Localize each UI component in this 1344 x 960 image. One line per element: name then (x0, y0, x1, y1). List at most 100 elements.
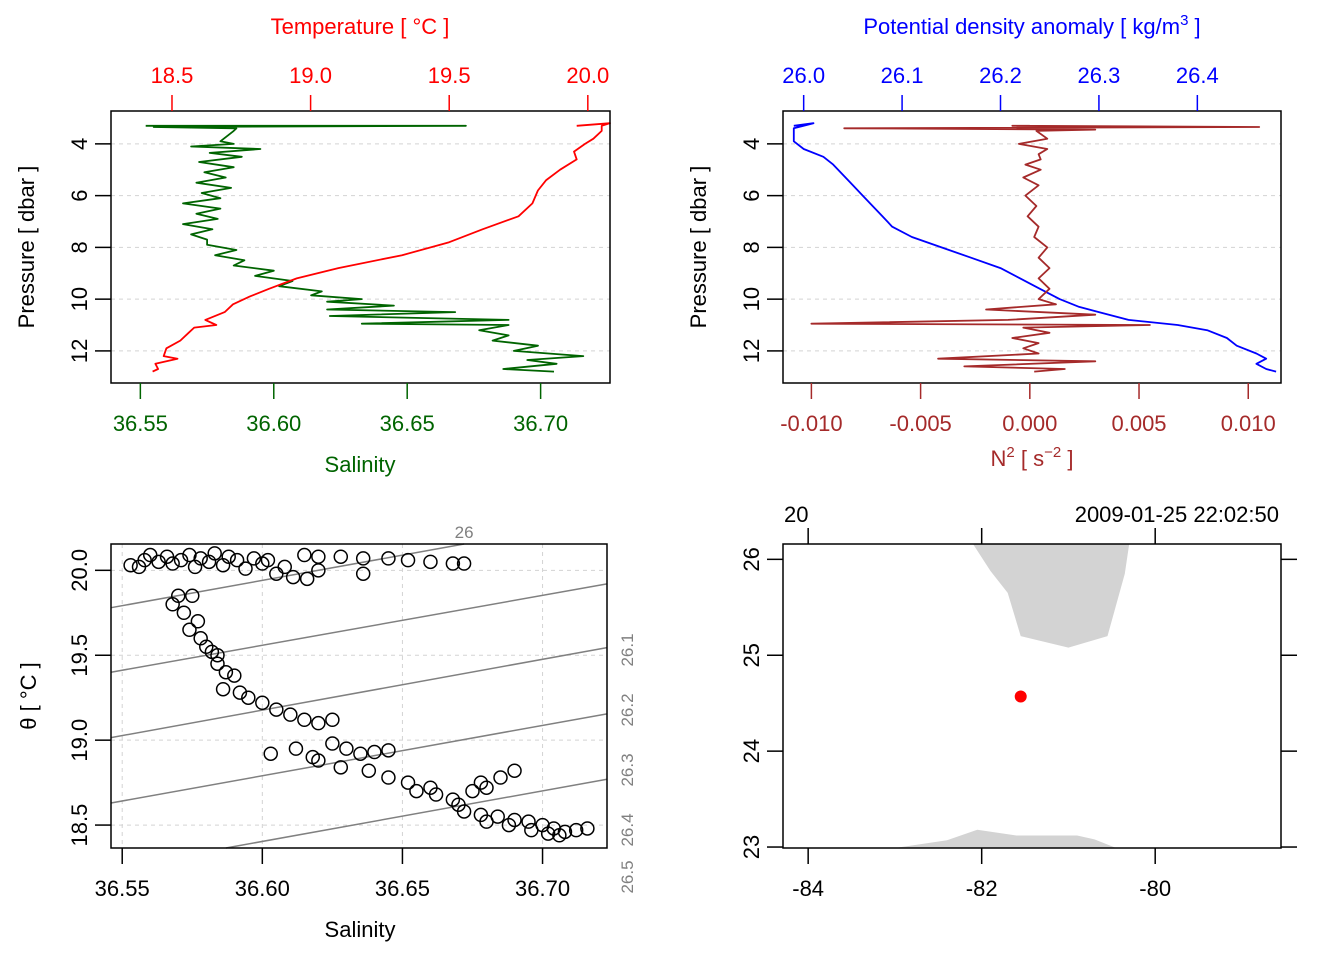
temperature-axis-title: Temperature [ °C ] (271, 14, 450, 39)
ts-point (353, 746, 368, 761)
top-tick-label: 18.5 (151, 63, 194, 88)
left-tick-label: 19.5 (67, 634, 92, 677)
n2-axis-title: N2 [ s−2 ] (991, 444, 1074, 471)
bottom-tick-label: 0.000 (1002, 411, 1057, 436)
salinity-axis: 36.55 36.60 36.65 36.70 (113, 383, 568, 436)
profile-density-panel: 26.0 26.1 26.2 26.3 26.4 -0.010 -0.005 0.000 0.… (686, 12, 1282, 471)
station-marker (1014, 690, 1027, 703)
ts-point (297, 547, 312, 563)
series-line-potential-density-anomaly (792, 122, 1277, 373)
pressure-axis-title: Pressure [ dbar ] (686, 166, 711, 329)
top-tick-label: 26.0 (782, 63, 825, 88)
left-tick-label: 18.5 (67, 804, 92, 847)
ts-point (229, 552, 245, 568)
ts-point (182, 622, 197, 638)
left-tick-label: 20.0 (67, 549, 92, 592)
ts-point (540, 826, 556, 841)
bottom-tick-label: 36.70 (515, 876, 570, 901)
theta-axis-title: θ [ °C ] (16, 662, 41, 729)
left-tick-label: 4 (67, 138, 92, 150)
ts-point (123, 557, 138, 573)
ts-point (465, 783, 480, 799)
ts-point (311, 715, 326, 731)
isopycnal-labels: 26 26.1 26.2 26.3 26.4 26.5 (455, 523, 637, 894)
left-tick-label: 10 (739, 287, 764, 311)
isopycnal-label: 26.4 (618, 813, 637, 846)
bottom-tick-label: 0.005 (1111, 411, 1166, 436)
ts-gridlines (111, 544, 607, 848)
isopycnal-line (110, 713, 608, 804)
top-tick-label: 19.5 (428, 63, 471, 88)
ts-point (456, 556, 472, 571)
profile-ts-panel: 18.5 19.0 19.5 20.0 36.55 36.60 36.65 36.70 4 6… (14, 14, 611, 477)
bottom-tick-label: 36.60 (246, 411, 301, 436)
top-tick-label: 26.3 (1078, 63, 1121, 88)
temperature-axis: 18.5 19.0 19.5 20.0 (151, 63, 609, 111)
ts-point (210, 656, 225, 671)
top-tick-label: 26.4 (1176, 63, 1219, 88)
ts-point (400, 552, 416, 568)
ts-point (355, 551, 371, 566)
ts-point (445, 556, 461, 571)
ts-point (185, 588, 200, 604)
series-line-n- (810, 124, 1261, 373)
left-tick-label: 6 (67, 190, 92, 202)
left-tick-label: 6 (739, 190, 764, 202)
ts-point (381, 551, 396, 566)
ts-point (297, 712, 312, 728)
ts-point (456, 804, 472, 819)
isopycnal-label: 26 (455, 523, 474, 542)
top-tick-label: 19.0 (289, 63, 332, 88)
ts-point (210, 647, 225, 663)
bottom-tick-label: 36.55 (95, 876, 150, 901)
latitude-label: 26 (739, 547, 764, 571)
ts-point (381, 743, 396, 758)
ts-point (263, 746, 278, 761)
ts-point (524, 822, 539, 838)
pressure-axis: 4 6 8 10 12 (739, 138, 783, 363)
ts-point (367, 744, 382, 760)
top-tick-label: 26.2 (979, 63, 1022, 88)
left-tick-label: 8 (67, 241, 92, 253)
isopycnal-label: 26.2 (618, 693, 637, 726)
ts-point (277, 559, 292, 575)
map-axes: -84 -82 -80 23 24 25 26 (739, 528, 1297, 901)
land-polygon (973, 544, 1130, 648)
top-tick-label: 26.1 (881, 63, 924, 88)
left-tick-label: 12 (67, 339, 92, 363)
isopycnal-label: 26.5 (618, 860, 637, 893)
latitude-label: 23 (739, 835, 764, 859)
latitude-label: 25 (739, 643, 764, 667)
isopycnal-label: 26.3 (618, 753, 637, 786)
ts-point (521, 814, 536, 829)
theta-axis: 18.5 19.0 19.5 20.0 (67, 549, 111, 847)
density-axis-title: Potential density anomaly [ kg/m3 ] (863, 12, 1200, 39)
bottom-tick-label: 36.70 (513, 411, 568, 436)
salinity-axis: 36.55 36.60 36.65 36.70 (95, 848, 570, 901)
ts-point (288, 741, 304, 756)
ts-point (333, 760, 349, 775)
ts-point (479, 780, 494, 795)
isopycnal-line (110, 583, 608, 673)
ts-point (269, 702, 284, 717)
ts-point (423, 554, 438, 570)
coastline (894, 544, 1130, 848)
bottom-tick-label: -0.005 (889, 411, 951, 436)
ts-point (400, 775, 416, 790)
ts-point (165, 597, 180, 612)
ts-point (151, 554, 166, 570)
longitude-label: -82 (966, 876, 998, 901)
left-tick-label: 8 (739, 241, 764, 253)
station-time: 2009-01-25 22:02:50 (1075, 502, 1279, 527)
ts-point (218, 664, 234, 680)
ts-points (123, 546, 595, 843)
ts-point (207, 546, 222, 561)
ts-point (355, 566, 371, 581)
ts-diagram-panel: 36.55 36.60 36.65 36.70 18.5 19.0 19.5 20.0 26… (16, 523, 637, 942)
ts-point (333, 549, 349, 564)
series-line-salinity (145, 124, 585, 373)
ts-point (428, 787, 444, 802)
ts-point (479, 814, 494, 829)
isopycnal-label: 26.1 (618, 633, 637, 666)
bottom-tick-label: -0.010 (780, 411, 842, 436)
